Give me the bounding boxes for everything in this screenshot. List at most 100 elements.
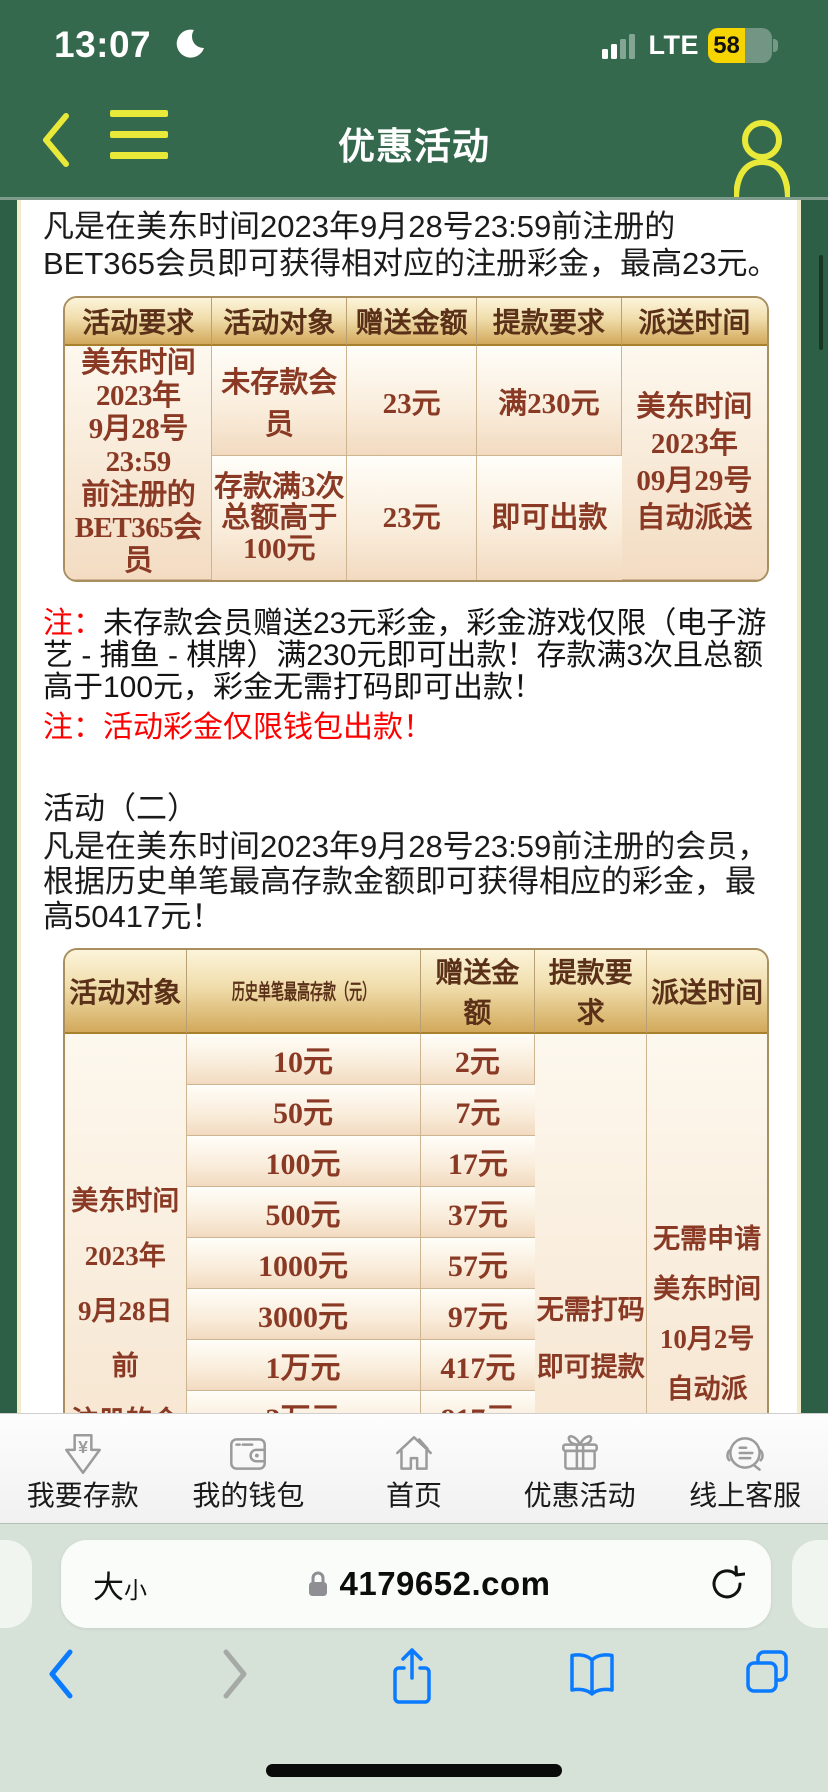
bonus-cell: 97元: [420, 1289, 536, 1340]
menu-button[interactable]: [110, 110, 170, 170]
next-tab-peek[interactable]: [792, 1540, 828, 1628]
tier-row: 1万元 417元: [65, 1340, 767, 1391]
table-row: 美东时间2023年 9月28号23:59 前注册的 BET365会员 未存款会员…: [65, 346, 767, 580]
content-card: 凡是在美东时间2023年9月28号23:59前注册的BET365会员即可获得相对…: [17, 200, 801, 1413]
battery-icon: 58: [708, 28, 778, 63]
tab-support[interactable]: 线上客服: [662, 1414, 828, 1523]
tier-row: 500元 37元: [65, 1187, 767, 1238]
note-2: 注：活动彩金仅限钱包出款！: [43, 711, 433, 744]
svg-text:¥: ¥: [78, 1437, 88, 1457]
tab-deposit[interactable]: ¥ 我要存款: [0, 1414, 166, 1523]
deposit-cell: 1000元: [186, 1238, 421, 1289]
tab-label: 优惠活动: [523, 1480, 636, 1511]
app-header: 优惠活动: [0, 90, 828, 200]
table-row: 存款满3次 总额高于 100元 23元 即可出款: [65, 456, 767, 580]
note-label: 注：: [43, 607, 103, 640]
status-bar: 13:07 LTE 58: [0, 0, 828, 90]
home-icon: [396, 1436, 432, 1470]
page-title: 优惠活动: [338, 126, 490, 167]
bonus-cell: 417元: [420, 1340, 536, 1391]
text-size-button[interactable]: 大小: [93, 1569, 147, 1605]
target-cell: 美东时间 2023年 9月28日前 注册的会员: [65, 1034, 187, 1413]
moon-icon: [176, 29, 204, 58]
tab-label: 线上客服: [689, 1480, 802, 1511]
activity2-table: 活动对象 历史单笔最高存款（元） 赠送金额 提款要求 派送时间 美东时间 202…: [63, 948, 769, 1413]
target-cell: 未存款会员: [212, 346, 348, 457]
withdraw-cell: 无需打码 即可提款: [535, 1034, 648, 1413]
battery-percent: 58: [713, 31, 740, 59]
bookmarks-icon[interactable]: [566, 1646, 618, 1702]
note-text: 未存款会员赠送23元彩金，彩金游戏仅限（电子游艺 - 捕鱼 - 棋牌）满230元…: [43, 607, 767, 704]
tier-row: 3万元817元: [65, 1391, 767, 1413]
bonus-cell: 57元: [420, 1238, 536, 1289]
home-indicator[interactable]: [266, 1764, 562, 1777]
browser-forward-button[interactable]: [220, 1646, 250, 1702]
tab-label: 首页: [385, 1480, 442, 1511]
bonus-cell: 817元: [420, 1391, 536, 1413]
deposit-cell: 50元: [186, 1085, 421, 1136]
delivery-cell: 美东时间 2023年 09月29号 自动派送: [621, 346, 767, 580]
account-button[interactable]: [734, 104, 790, 200]
column-header: 赠送金额: [347, 298, 478, 346]
bonus-cell: 23元: [347, 346, 478, 457]
column-header: 历史单笔最高存款（元）: [186, 950, 421, 1034]
previous-tab-peek[interactable]: [0, 1540, 32, 1628]
page-scrollbar[interactable]: [819, 255, 823, 350]
lock-icon: [308, 1571, 327, 1596]
deposit-cell: 3000元: [186, 1289, 421, 1340]
tier-row: 1000元 57元: [65, 1238, 767, 1289]
withdraw-cell: 即可出款: [477, 456, 622, 580]
target-cell: 存款满3次 总额高于 100元: [212, 456, 348, 580]
deposit-cell: 500元: [186, 1187, 421, 1238]
tab-wallet[interactable]: 我的钱包: [166, 1414, 332, 1523]
bonus-cell: 23元: [347, 456, 478, 580]
tier-row: 美东时间 2023年 9月28日前 注册的会员 10元 2元 无需打码 即可提款…: [65, 1034, 767, 1413]
tier-row: 3000元 97元: [65, 1289, 767, 1340]
site-tab-bar: ¥ 我要存款 我的钱包 首页: [0, 1413, 828, 1523]
tier-row: 100元 17元: [65, 1136, 767, 1187]
reload-button[interactable]: [709, 1564, 745, 1604]
column-header: 提款要求: [477, 298, 622, 346]
deposit-icon: ¥: [64, 1433, 101, 1475]
tier-row: 50元 7元: [65, 1085, 767, 1136]
tab-label: 我要存款: [26, 1480, 139, 1511]
address-bar[interactable]: 大小 4179652.com: [61, 1540, 771, 1628]
delivery-cell: 无需申请 美东时间 10月2号 自动派送！: [647, 1034, 767, 1413]
signal-icon: [601, 33, 635, 59]
browser-back-button[interactable]: [46, 1646, 76, 1702]
column-header: 活动对象: [65, 950, 187, 1034]
deposit-cell: 3万元: [186, 1391, 421, 1413]
tab-label: 我的钱包: [192, 1480, 305, 1511]
activity1-table: 活动要求 活动对象 赠送金额 提款要求 派送时间 美东时间2023年 9月28号…: [63, 296, 769, 582]
column-header: 赠送金额: [420, 950, 536, 1034]
bonus-cell: 7元: [420, 1085, 536, 1136]
deposit-cell: 10元: [186, 1034, 421, 1085]
activity1-description: 凡是在美东时间2023年9月28号23:59前注册的BET365会员即可获得相对…: [43, 209, 779, 281]
bonus-cell: 17元: [420, 1136, 536, 1187]
url-text: 4179652.com: [339, 1565, 551, 1602]
tab-promotions[interactable]: 优惠活动: [497, 1414, 663, 1523]
tab-home[interactable]: 首页: [331, 1414, 497, 1523]
column-header: 派送时间: [647, 950, 767, 1034]
table-header-row: 活动对象 历史单笔最高存款（元） 赠送金额 提款要求 派送时间: [65, 950, 767, 1034]
column-header: 活动对象: [212, 298, 348, 346]
tabs-icon[interactable]: [742, 1646, 794, 1702]
share-icon[interactable]: [388, 1646, 436, 1708]
safari-toolbar: [0, 1646, 828, 1712]
bonus-cell: 2元: [420, 1034, 536, 1085]
note-1: 注：未存款会员赠送23元彩金，彩金游戏仅限（电子游艺 - 捕鱼 - 棋牌）满23…: [43, 608, 783, 704]
table-header-row: 活动要求 活动对象 赠送金额 提款要求 派送时间: [65, 298, 767, 346]
service-icon: [726, 1437, 764, 1471]
withdraw-cell: 满230元: [477, 346, 622, 457]
gift-icon: [561, 1435, 598, 1470]
safari-chrome: 大小 4179652.com: [0, 1523, 828, 1792]
activity2-title: 活动（二）: [43, 791, 198, 826]
wallet-icon: [230, 1438, 267, 1470]
back-button[interactable]: [38, 110, 74, 170]
requirement-cell: 美东时间2023年 9月28号23:59 前注册的 BET365会员: [65, 346, 213, 580]
network-type: LTE: [648, 30, 699, 60]
deposit-cell: 100元: [186, 1136, 421, 1187]
activity2-description: 凡是在美东时间2023年9月28号23:59前注册的会员，根据历史单笔最高存款金…: [43, 829, 769, 934]
web-content: 凡是在美东时间2023年9月28号23:59前注册的BET365会员即可获得相对…: [0, 200, 828, 1413]
